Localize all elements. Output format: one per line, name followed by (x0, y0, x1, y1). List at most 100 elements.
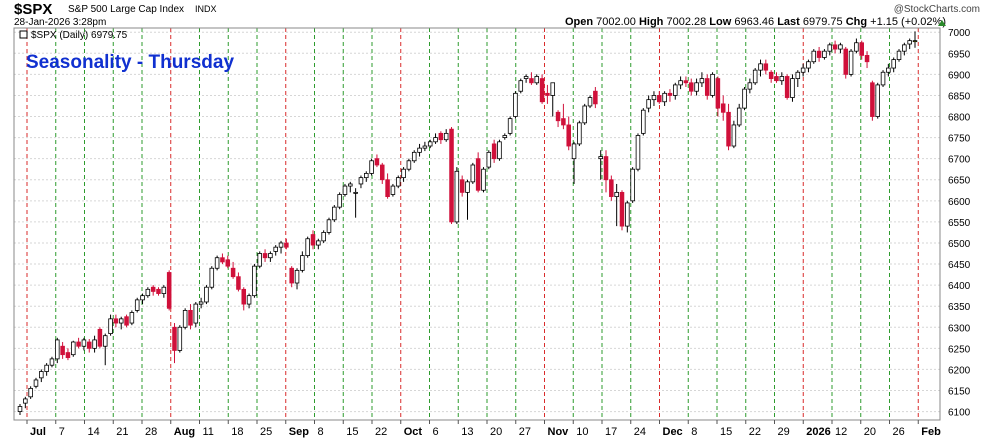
candle-body (891, 59, 896, 69)
last-label: Last (777, 16, 800, 28)
candle (603, 150, 609, 193)
candle (310, 230, 316, 250)
candle-body (81, 339, 87, 347)
candle (342, 183, 348, 197)
candle (673, 82, 678, 100)
y-tick-label: 6700 (948, 155, 971, 166)
candle-body (284, 242, 289, 248)
x-tick-label: Sep (289, 426, 309, 438)
candle (827, 42, 833, 56)
candle (385, 173, 390, 199)
candle-body (641, 109, 646, 134)
x-tick-label: Aug (174, 426, 195, 438)
candle-body (619, 191, 625, 227)
candle (811, 49, 817, 64)
candle-body (118, 318, 124, 324)
candle-body (486, 151, 492, 168)
candle-body (172, 326, 177, 351)
candle (379, 162, 385, 184)
candle-body (332, 206, 337, 221)
candle (662, 91, 667, 106)
candle-body (758, 63, 763, 71)
candle (182, 308, 188, 330)
candle-body (763, 63, 769, 71)
candle (758, 59, 763, 77)
x-tick-label: 8 (691, 426, 697, 438)
candle-body (278, 242, 284, 248)
candle-body (134, 299, 140, 311)
candle-body (353, 191, 358, 194)
high-value: 7002.28 (666, 16, 707, 28)
candle (555, 110, 561, 128)
candle-body (23, 398, 28, 404)
candle (71, 340, 76, 357)
candle-body (193, 303, 199, 324)
candle-body (182, 310, 188, 328)
candle-body (779, 76, 785, 82)
candle-body (209, 267, 215, 288)
candle (832, 40, 838, 54)
candle-body (289, 267, 294, 284)
candle (486, 150, 492, 170)
candle-body (550, 82, 556, 96)
candle (614, 183, 619, 227)
chart-title: Seasonality - Thursday (26, 52, 234, 73)
candle (577, 120, 582, 147)
x-tick-label: 15 (720, 426, 732, 438)
x-tick-label: 20 (490, 426, 502, 438)
candle (816, 46, 822, 62)
candle-body (561, 118, 566, 126)
candle-body (433, 137, 438, 143)
candle (651, 91, 657, 106)
candle (475, 152, 481, 193)
candle (294, 268, 300, 290)
candle-body (33, 379, 39, 387)
candle-body (859, 42, 864, 56)
x-tick-label: 21 (116, 426, 128, 438)
candle (332, 205, 337, 222)
candle (848, 49, 854, 77)
candle-body (838, 44, 843, 50)
candle (886, 63, 891, 77)
candle (694, 78, 699, 96)
x-tick-label: 20 (864, 426, 876, 438)
x-tick-label: 13 (461, 426, 473, 438)
candle-body (465, 181, 470, 193)
candle (593, 87, 598, 109)
candle (220, 253, 225, 265)
grid-lines (14, 31, 940, 413)
candle (225, 255, 231, 269)
candle-body (768, 71, 774, 79)
candle-body (246, 295, 252, 305)
candle (465, 179, 470, 220)
candle (864, 51, 870, 69)
candle-body (843, 48, 849, 75)
x-tick-label: Nov (548, 426, 570, 438)
quote-date: 28-Jan-2026 3:28pm (14, 17, 107, 28)
candle (507, 116, 513, 136)
candle (422, 141, 428, 152)
candle-body (438, 132, 444, 141)
candle (720, 95, 726, 121)
candle-body (800, 67, 806, 73)
candle (870, 80, 875, 121)
candle (907, 38, 912, 50)
candle (300, 251, 305, 273)
candle (273, 245, 278, 256)
candle (124, 314, 129, 328)
candle-body (662, 92, 667, 103)
candle-body (587, 97, 593, 107)
x-tick-label: 7 (59, 426, 65, 438)
candle (49, 356, 55, 368)
stockcharts-watermark: @StockCharts.com (893, 4, 980, 15)
last-value: 6979.75 (802, 16, 843, 28)
candle (161, 285, 167, 298)
candle (523, 74, 529, 83)
candle-body (310, 234, 316, 246)
candle (587, 95, 593, 109)
candle-body (364, 173, 369, 179)
candle-body (907, 40, 912, 45)
y-tick-label: 6450 (948, 260, 971, 271)
y-tick-label: 6100 (948, 408, 971, 419)
candle-body (102, 335, 108, 347)
